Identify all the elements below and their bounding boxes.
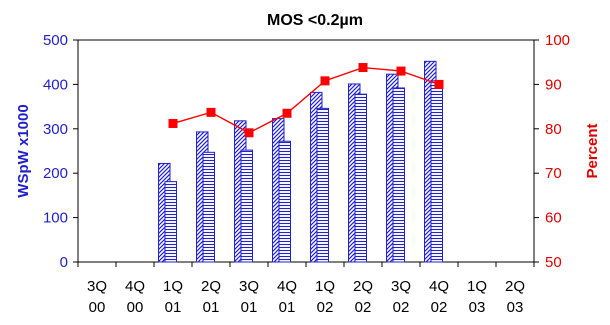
y-tick-label: 200 [43, 165, 68, 182]
x-tick-label: 2Q [201, 278, 221, 295]
x-tick-label: 2Q [505, 278, 525, 295]
x-tick-label: 1Q [163, 278, 183, 295]
x-tick-label: 3Q [239, 278, 259, 295]
x-tick-label: 3Q [87, 278, 107, 295]
x-tick-label: 01 [165, 299, 182, 316]
percent-line [172, 66, 440, 134]
y2-tick-label: 70 [545, 165, 562, 182]
chart-title: MOS <0.2µm [267, 12, 363, 29]
bar-horizontal [164, 181, 177, 263]
bar-horizontal [316, 107, 329, 263]
y2-axis-label: Percent [584, 123, 601, 178]
x-tick-label: 2Q [353, 278, 373, 295]
bar-horizontal [240, 149, 253, 263]
x-tick-label: 01 [203, 299, 220, 316]
x-tick-label: 4Q [277, 278, 297, 295]
x-tick-label: 03 [469, 299, 486, 316]
y-tick-label: 400 [43, 76, 68, 93]
y-tick-label: 0 [60, 254, 68, 271]
percent-marker [244, 128, 254, 138]
percent-marker [168, 118, 178, 128]
bar-horizontal [202, 151, 215, 263]
y2-tick-label: 50 [545, 254, 562, 271]
y-tick-label: 500 [43, 32, 68, 49]
x-tick-label: 02 [355, 299, 372, 316]
x-tick-label: 02 [317, 299, 334, 316]
bar-horizontal [430, 80, 443, 263]
y-tick-label: 300 [43, 121, 68, 138]
percent-marker [396, 66, 406, 76]
y-tick-label: 100 [43, 210, 68, 227]
y-axis-label: WSpW x1000 [15, 104, 32, 197]
percent-marker [282, 108, 292, 118]
y2-tick-label: 80 [545, 121, 562, 138]
percent-marker [358, 63, 368, 73]
x-tick-label: 03 [507, 299, 524, 316]
x-tick-label: 1Q [467, 278, 487, 295]
y2-tick-label: 60 [545, 210, 562, 227]
percent-marker [434, 79, 444, 89]
x-tick-label: 1Q [315, 278, 335, 295]
bar-horizontal [354, 93, 367, 263]
x-tick-label: 00 [89, 299, 106, 316]
bar-horizontal [278, 140, 291, 263]
x-tick-label: 02 [393, 299, 410, 316]
bar-horizontal [392, 87, 405, 263]
plot-frame [77, 39, 535, 263]
x-tick-label: 00 [127, 299, 144, 316]
percent-marker [320, 76, 330, 86]
x-tick-label: 4Q [429, 278, 449, 295]
x-tick-label: 01 [241, 299, 258, 316]
x-tick-label: 02 [431, 299, 448, 316]
y2-tick-label: 90 [545, 76, 562, 93]
x-tick-label: 01 [279, 299, 296, 316]
percent-marker [206, 107, 216, 117]
x-tick-label: 3Q [391, 278, 411, 295]
x-tick-label: 4Q [125, 278, 145, 295]
y2-tick-label: 100 [545, 32, 570, 49]
